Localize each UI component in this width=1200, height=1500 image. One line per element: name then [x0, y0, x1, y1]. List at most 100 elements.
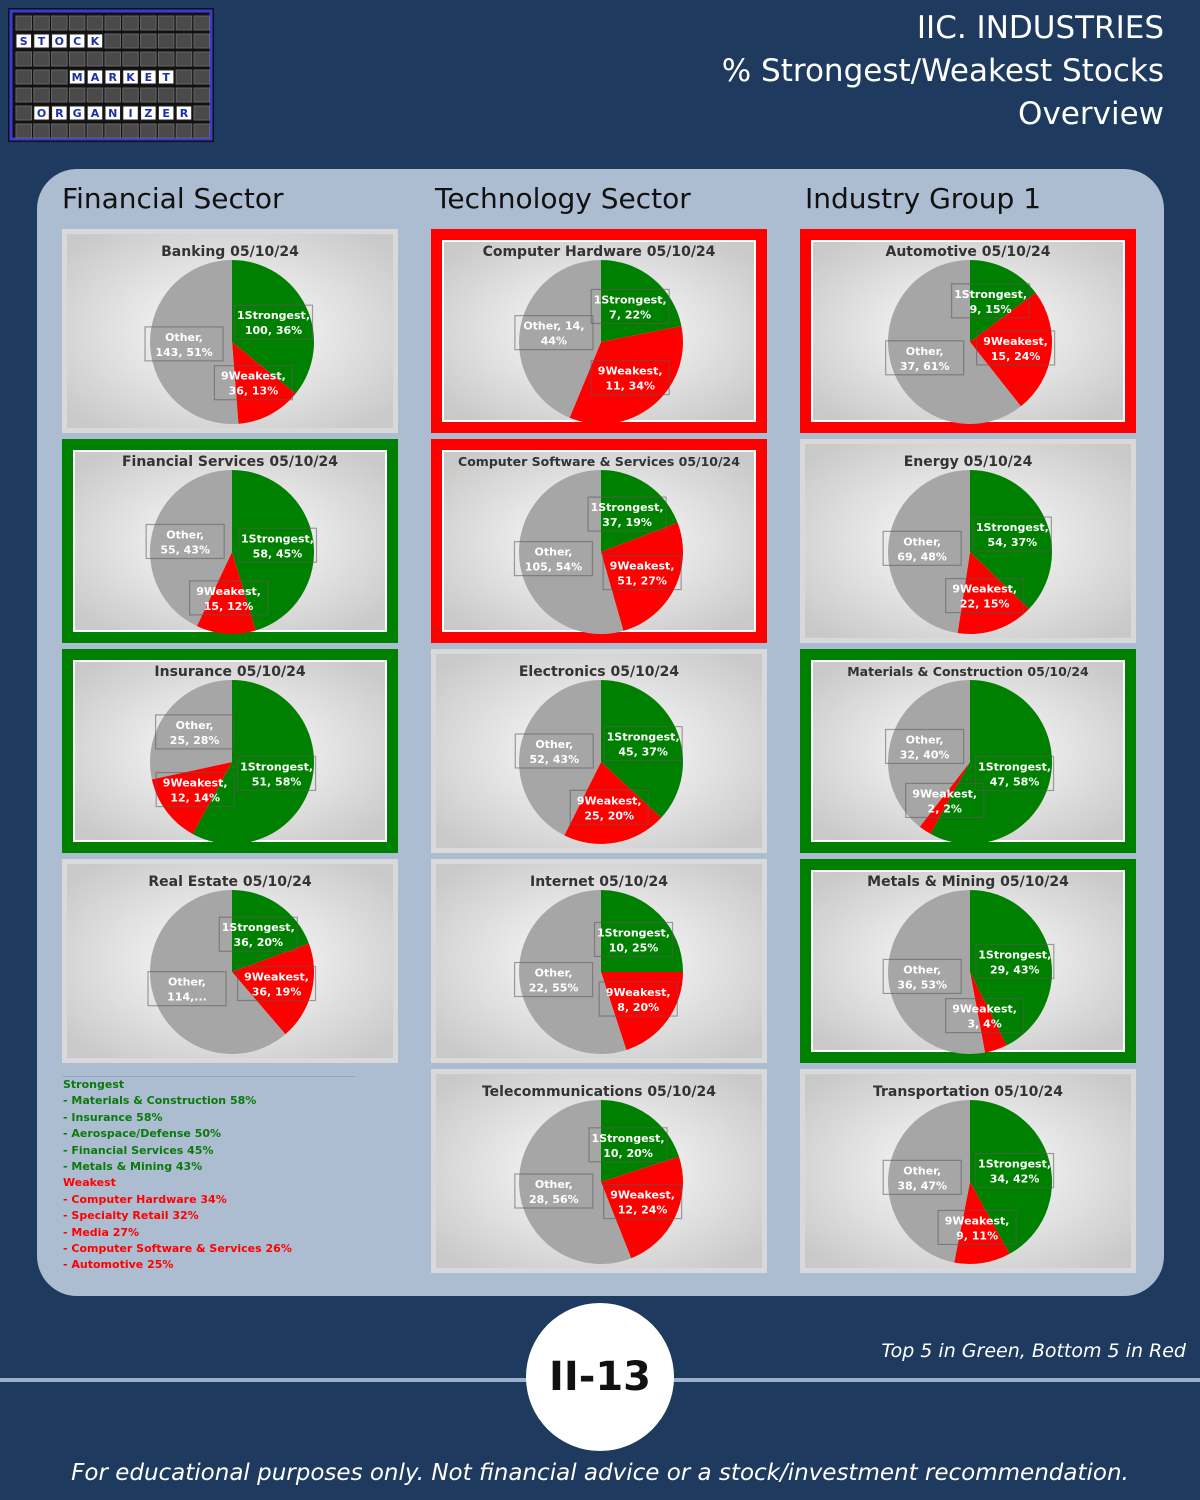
- weakest-item: - Computer Hardware 34%: [63, 1192, 227, 1206]
- data-label: 1Strongest,: [237, 309, 310, 322]
- column-header-technology: Technology Sector: [435, 182, 691, 215]
- svg-text:T: T: [38, 35, 46, 48]
- weakest-slice: [569, 326, 683, 424]
- data-label-box: [593, 921, 674, 958]
- data-label-box: [144, 326, 224, 362]
- pie-chart-card: Energy 05/10/24 1Strongest, 54, 37% 9Weakes…: [800, 439, 1136, 643]
- data-label: 15, 12%: [204, 600, 254, 613]
- chart-title: Telecommunications 05/10/24: [482, 1084, 716, 1100]
- pie-chart: Insurance 05/10/24 1Strongest, 51, 58% 9Wea…: [62, 649, 398, 853]
- pie-chart: Energy 05/10/24 1Strongest, 54, 37% 9Weakes…: [800, 439, 1136, 643]
- data-label-box: [972, 516, 1052, 552]
- svg-text:M: M: [72, 71, 83, 84]
- other-slice: [888, 1100, 970, 1263]
- weakest-slice: [601, 522, 683, 631]
- pie-chart: Banking 05/10/24 1Strongest, 100, 36% 9Weak…: [62, 229, 398, 433]
- data-label-box: [236, 755, 317, 791]
- data-label-box: [218, 916, 298, 952]
- strongest-slice: [232, 260, 314, 394]
- data-label-box: [882, 1159, 962, 1195]
- pie-chart: Internet 05/10/24 1Strongest, 10, 25% 9Weak…: [431, 859, 767, 1063]
- data-label: Other,: [535, 738, 573, 751]
- strongest-slice: [192, 680, 314, 844]
- data-label: 38, 47%: [897, 1179, 947, 1192]
- svg-text:I: I: [129, 107, 133, 120]
- pie-chart: Real Estate 05/10/24 1Strongest, 36, 20% 9W…: [62, 859, 398, 1063]
- strongest-item: - Metals & Mining 43%: [63, 1160, 203, 1174]
- chart-title: Computer Software & Services 05/10/24: [458, 454, 740, 469]
- strongest-slice: [970, 890, 1052, 1046]
- disclaimer: For educational purposes only. Not finan…: [71, 1460, 1129, 1486]
- summary-divider: [63, 1076, 355, 1077]
- data-label: 7, 22%: [609, 308, 651, 321]
- data-label-box: [945, 998, 1025, 1034]
- data-label: 36, 20%: [233, 936, 283, 949]
- data-label-box: [569, 789, 649, 825]
- weakest-slice: [970, 292, 1052, 407]
- data-label-box: [587, 496, 667, 532]
- data-label: 1Strongest,: [222, 921, 295, 934]
- weakest-item: - Specialty Retail 32%: [63, 1209, 199, 1223]
- data-label: 69, 48%: [897, 550, 947, 563]
- chart-title: Metals & Mining 05/10/24: [867, 874, 1069, 890]
- data-label: 9Weakest,: [221, 370, 286, 383]
- strongest-slice: [601, 680, 683, 818]
- data-label-box: [885, 340, 965, 376]
- weakest-slice: [601, 1156, 683, 1259]
- data-label-box: [189, 580, 269, 616]
- other-slice: [518, 470, 624, 634]
- svg-text:S: S: [20, 35, 28, 48]
- svg-text:K: K: [126, 71, 135, 84]
- data-label: 1Strongest,: [976, 521, 1049, 534]
- data-label: 32, 40%: [900, 748, 950, 761]
- other-slice: [888, 680, 970, 827]
- weakest-slice: [564, 762, 662, 844]
- data-label-box: [974, 755, 1055, 792]
- pie-chart-card: Real Estate 05/10/24 1Strongest, 36, 20% 9W…: [62, 859, 398, 1063]
- data-label: Other,: [903, 1164, 941, 1177]
- pie-chart-card: Electronics 05/10/24 1Strongest, 45, 37% 9W…: [431, 649, 767, 853]
- chart-title: Electronics 05/10/24: [519, 664, 680, 680]
- strongest-heading: Strongest: [63, 1078, 125, 1091]
- data-label: 3, 4%: [967, 1018, 1001, 1031]
- svg-text:T: T: [162, 71, 170, 84]
- pie-chart-card: Internet 05/10/24 1Strongest, 10, 25% 9Weak…: [431, 859, 767, 1063]
- page-title-line-2: % Strongest/Weakest Stocks: [721, 53, 1164, 89]
- data-label: 9Weakest,: [983, 335, 1048, 348]
- data-label: 100, 36%: [245, 324, 302, 337]
- chart-title: Energy 05/10/24: [904, 454, 1033, 470]
- data-label: 105, 54%: [525, 561, 582, 574]
- color-legend-note: Top 5 in Green, Bottom 5 in Red: [881, 1340, 1186, 1362]
- data-label: 8, 20%: [617, 1001, 659, 1014]
- data-label-box: [976, 330, 1056, 366]
- data-label-box: [882, 958, 962, 995]
- data-label: 51, 58%: [252, 775, 302, 788]
- data-label-box: [514, 315, 594, 351]
- data-label: 1Strongest,: [978, 948, 1051, 961]
- data-label: 9Weakest,: [244, 971, 309, 984]
- svg-text:R: R: [180, 107, 189, 120]
- data-label: 1Strongest,: [241, 532, 314, 545]
- pie-chart-card: Metals & Mining 05/10/24 1Strongest, 29, 4…: [800, 859, 1136, 1063]
- svg-text:O: O: [37, 107, 46, 120]
- data-label: 29, 43%: [990, 963, 1040, 976]
- strongest-slice: [930, 680, 1052, 844]
- pie-chart: Automotive 05/10/24 1Strongest, 9, 15% 9Wea…: [800, 229, 1136, 433]
- data-label: Other,: [165, 331, 203, 344]
- weakest-item: - Media 27%: [63, 1225, 140, 1239]
- data-label: 45, 37%: [618, 746, 668, 759]
- other-slice: [519, 260, 601, 418]
- data-label: 114,...: [167, 991, 207, 1004]
- svg-text:C: C: [73, 35, 81, 48]
- data-label: 1Strongest,: [607, 731, 680, 744]
- strongest-weakest-summary: Strongest - Materials & Construction 58%…: [63, 1077, 363, 1274]
- data-label: 37, 19%: [602, 516, 652, 529]
- data-label: 22, 15%: [960, 598, 1010, 611]
- other-slice: [888, 470, 970, 634]
- data-label-box: [598, 981, 678, 1017]
- data-label: 36, 53%: [897, 978, 947, 991]
- data-label-box: [513, 961, 594, 998]
- data-label: Other,: [903, 535, 941, 548]
- data-label: 25, 28%: [170, 734, 220, 747]
- data-label-box: [937, 1209, 1017, 1246]
